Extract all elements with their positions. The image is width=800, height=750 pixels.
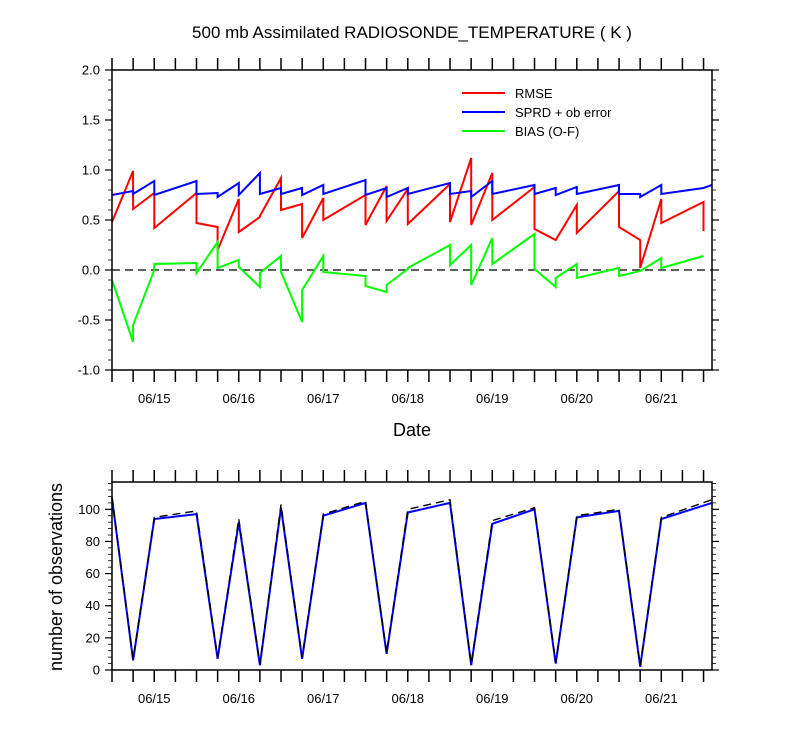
x-tick-label: 06/17 <box>307 691 340 706</box>
series-line-observations-used <box>111 497 713 667</box>
legend-label-sprd: SPRD + ob error <box>515 105 612 120</box>
y-tick-label: -1.0 <box>78 363 100 378</box>
y-tick-label: 20 <box>86 630 100 645</box>
y-tick-label: -0.5 <box>78 313 100 328</box>
x-tick-label: 06/20 <box>561 691 594 706</box>
bottom-plot-frame <box>111 481 713 671</box>
x-tick-label: 06/15 <box>138 391 171 406</box>
y-tick-label: 100 <box>78 502 100 517</box>
x-axis-title: Date <box>393 420 431 440</box>
x-tick-label: 06/19 <box>476 391 509 406</box>
y-tick-label: 0 <box>93 663 100 678</box>
series-line-sprd-ob-error <box>111 170 713 200</box>
series-line-bias-o-f <box>111 232 704 343</box>
y-tick-label: 0.5 <box>82 213 100 228</box>
x-tick-label: 06/20 <box>561 391 594 406</box>
y-axis-title-observations: number of observations <box>46 483 66 671</box>
legend-label-bias: BIAS (O-F) <box>515 124 579 139</box>
y-tick-label: 1.0 <box>82 163 100 178</box>
series-line-rmse <box>111 157 705 269</box>
y-tick-label: 40 <box>86 598 100 613</box>
x-tick-label: 06/17 <box>307 391 340 406</box>
y-tick-label: 2.0 <box>82 63 100 78</box>
x-tick-label: 06/21 <box>645 391 678 406</box>
x-tick-label: 06/16 <box>222 691 255 706</box>
chart-title: 500 mb Assimilated RADIOSONDE_TEMPERATUR… <box>192 23 632 42</box>
x-tick-label: 06/16 <box>222 391 255 406</box>
y-tick-label: 60 <box>86 566 100 581</box>
y-tick-label: 1.5 <box>82 113 100 128</box>
y-tick-label: 0.0 <box>82 263 100 278</box>
x-tick-label: 06/18 <box>392 691 425 706</box>
y-tick-label: 80 <box>86 534 100 549</box>
x-tick-label: 06/18 <box>392 391 425 406</box>
legend-label-rmse: RMSE <box>515 86 553 101</box>
x-tick-label: 06/21 <box>645 691 678 706</box>
legend: RMSE SPRD + ob error BIAS (O-F) <box>462 86 612 139</box>
x-tick-label: 06/19 <box>476 691 509 706</box>
series-line-observations-possible <box>111 496 713 666</box>
x-tick-label: 06/15 <box>138 691 171 706</box>
